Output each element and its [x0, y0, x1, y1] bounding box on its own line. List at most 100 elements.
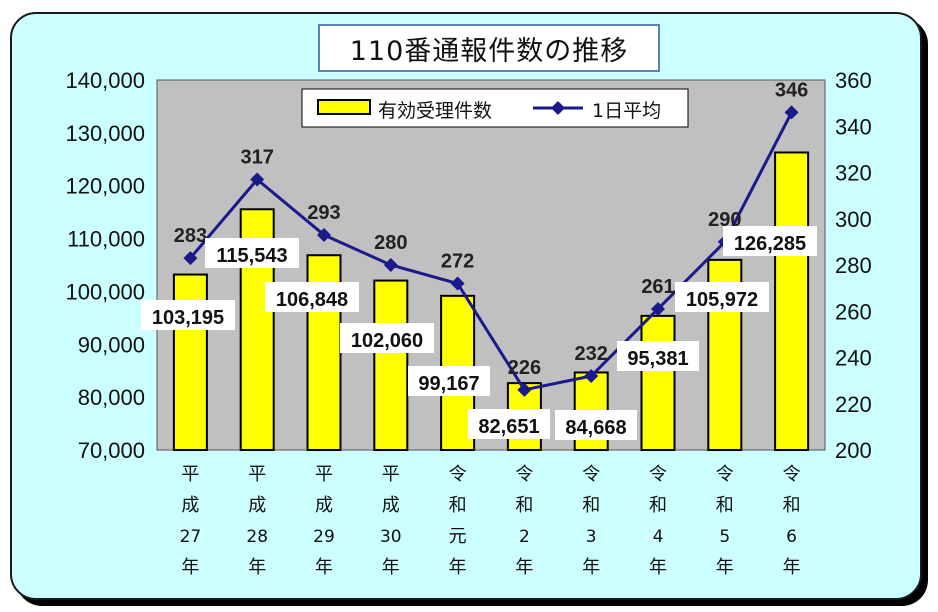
x-tick-label: 和	[649, 495, 667, 516]
y-right-tick-label: 280	[835, 253, 872, 278]
line-marker	[250, 172, 265, 187]
legend-swatch-bar	[317, 99, 371, 115]
bar-data-label: 82,651	[478, 416, 539, 438]
x-tick-label: 28	[246, 527, 268, 547]
x-tick-label: 年	[515, 557, 533, 578]
y-right-tick-label: 240	[835, 346, 872, 371]
bar-data-label: 126,285	[734, 233, 806, 255]
y-right-tick-label: 340	[835, 114, 872, 139]
x-tick-label: 元	[449, 526, 467, 547]
bar-data-label: 105,972	[686, 289, 758, 311]
line-data-label: 272	[441, 251, 474, 273]
x-tick-label: 令	[449, 464, 467, 485]
bar-data-label: 106,848	[276, 289, 348, 311]
bar-data-label: 102,060	[351, 330, 423, 352]
line-data-label: 280	[374, 232, 407, 254]
x-tick-label: 令	[783, 464, 801, 485]
x-tick-label: 平	[382, 464, 400, 485]
x-tick-label: 成	[181, 495, 199, 516]
line-data-label: 226	[508, 357, 541, 379]
legend-label-line: 1日平均	[592, 100, 661, 122]
line-data-label: 232	[575, 343, 608, 365]
x-tick-label: 和	[582, 495, 600, 516]
x-tick-label: 29	[313, 527, 335, 547]
y-left-tick-label: 120,000	[65, 174, 145, 199]
x-tick-label: 令	[582, 464, 600, 485]
bar-data-label-box	[617, 341, 699, 371]
bar-data-label-box	[555, 410, 637, 440]
line-data-label: 293	[307, 202, 340, 224]
y-right-tick-label: 260	[835, 299, 872, 324]
x-tick-label: 3	[586, 527, 597, 547]
y-left-tick-label: 90,000	[78, 332, 145, 357]
bar-data-label: 95,381	[627, 348, 688, 370]
bar-data-label-box	[468, 409, 550, 439]
x-tick-label: 成	[382, 495, 400, 516]
bar	[774, 151, 810, 452]
bar-data-label: 115,543	[216, 245, 287, 267]
legend-swatch-marker	[551, 101, 565, 115]
line-data-label: 261	[641, 276, 674, 298]
x-tick-label: 2	[519, 527, 530, 547]
line-marker	[183, 251, 198, 266]
x-tick-label: 和	[716, 495, 734, 516]
y-right-tick-label: 300	[835, 207, 872, 232]
x-tick-label: 令	[716, 464, 734, 485]
line-series-1nichi-heikin	[189, 111, 793, 392]
x-tick-label: 4	[653, 527, 664, 547]
bar-data-label-box	[265, 282, 359, 312]
line-marker	[584, 369, 599, 383]
x-tick-label: 成	[248, 495, 266, 516]
x-tick-label: 年	[449, 557, 467, 578]
bar-data-label-box	[723, 226, 817, 256]
line-data-label: 283	[174, 225, 207, 247]
y-left-tick-label: 110,000	[67, 227, 145, 252]
y-left-tick-label: 80,000	[78, 385, 145, 410]
x-tick-label: 和	[783, 495, 801, 516]
x-tick-label: 30	[380, 527, 402, 547]
y-right-tick-label: 220	[835, 392, 872, 417]
y-left-tick-label: 140,000	[65, 68, 145, 93]
x-tick-label: 年	[582, 557, 600, 578]
y-right-tick-label: 360	[835, 68, 872, 93]
x-tick-label: 年	[716, 557, 734, 578]
x-tick-label: 平	[248, 464, 266, 485]
line-marker	[383, 258, 398, 272]
line-marker	[450, 276, 465, 291]
x-tick-label: 和	[449, 495, 467, 516]
bar-data-label-box	[205, 238, 299, 268]
bar-data-label: 99,167	[418, 373, 479, 395]
line-marker	[784, 105, 799, 120]
y-left-tick-label: 130,000	[65, 121, 145, 146]
line-marker	[317, 227, 331, 242]
y-left-tick-label: 100,000	[65, 279, 145, 304]
x-tick-label: 令	[515, 464, 533, 485]
bar-data-label: 103,195	[152, 307, 224, 329]
x-tick-label: 令	[649, 464, 667, 485]
line-data-label: 346	[775, 79, 808, 101]
x-tick-label: 成	[315, 495, 333, 516]
x-tick-label: 年	[248, 557, 266, 578]
chart-title: 110番通報件数の推移	[318, 24, 660, 72]
x-tick-label: 5	[719, 527, 730, 547]
x-tick-label: 年	[649, 557, 667, 578]
legend-label-bar: 有効受理件数	[378, 100, 492, 122]
bar	[373, 279, 409, 452]
x-tick-label: 年	[315, 557, 333, 578]
x-tick-label: 和	[515, 495, 533, 516]
y-right-tick-label: 200	[835, 438, 872, 463]
x-tick-label: 年	[382, 557, 400, 578]
y-left-tick-label: 70,000	[78, 438, 145, 463]
line-data-label: 290	[708, 209, 741, 231]
y-right-tick-label: 320	[835, 161, 872, 186]
bar-data-label-box	[675, 282, 769, 312]
x-tick-label: 27	[180, 527, 202, 547]
line-marker	[651, 301, 665, 316]
x-tick-label: 平	[315, 464, 333, 485]
bar-data-label-box	[340, 323, 434, 353]
x-tick-label: 年	[181, 557, 199, 578]
bar-data-label-box	[141, 300, 235, 330]
line-data-label: 317	[241, 146, 274, 168]
x-tick-label: 6	[786, 527, 797, 547]
